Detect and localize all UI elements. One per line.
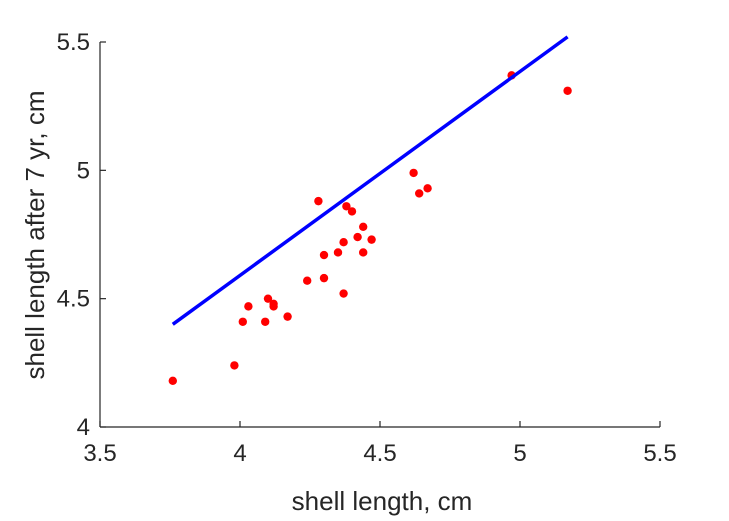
y-axis-ticks: 4 4.5 5 5.5 — [57, 29, 106, 441]
x-axis-ticks: 3.5 4 4.5 5 5.5 — [83, 421, 677, 467]
x-tick-label: 4.5 — [363, 440, 396, 467]
y-tick-label: 4.5 — [57, 286, 90, 313]
data-point — [367, 235, 376, 244]
axes — [99, 42, 660, 428]
data-point — [244, 302, 253, 311]
data-point — [415, 189, 424, 198]
data-point — [563, 86, 572, 95]
y-tick-label: 5.5 — [57, 29, 90, 56]
data-point — [333, 248, 343, 257]
data-point — [347, 207, 357, 216]
data-point — [339, 238, 348, 247]
data-point — [261, 317, 270, 326]
x-tick-label: 5 — [513, 440, 526, 467]
x-axis-title: shell length, cm — [292, 486, 473, 516]
plot-area — [168, 35, 572, 385]
data-point — [353, 232, 362, 242]
data-point — [238, 317, 247, 326]
data-point — [409, 168, 418, 178]
data-point — [359, 222, 368, 231]
data-point — [269, 299, 278, 308]
x-tick-label: 3.5 — [83, 440, 116, 467]
data-point — [319, 250, 329, 260]
data-point — [339, 289, 348, 298]
data-point — [314, 196, 323, 206]
data-point — [359, 248, 368, 257]
x-tick-label: 4 — [233, 440, 246, 467]
x-tick-label: 5.5 — [643, 440, 676, 467]
y-axis-title: shell length after 7 yr, cm — [20, 90, 50, 379]
y-tick-label: 4 — [77, 414, 90, 441]
data-point — [230, 361, 239, 370]
data-point — [168, 376, 177, 385]
data-point — [342, 202, 351, 211]
data-point — [423, 184, 432, 193]
reference-line — [171, 35, 569, 326]
y-tick-label: 5 — [77, 157, 90, 184]
data-point — [263, 294, 273, 303]
data-point — [303, 276, 312, 285]
data-point — [319, 273, 329, 283]
data-point — [283, 312, 292, 321]
